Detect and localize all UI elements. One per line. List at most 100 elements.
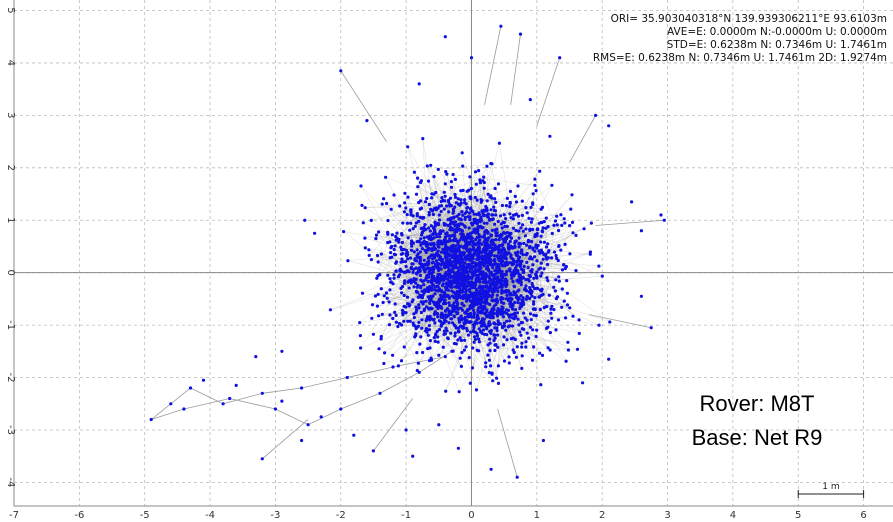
data-point <box>496 245 500 249</box>
data-point <box>380 312 384 316</box>
data-point <box>555 223 559 227</box>
data-point <box>418 273 422 278</box>
data-point <box>556 318 561 322</box>
data-point <box>559 248 563 252</box>
data-point <box>503 224 507 228</box>
data-point <box>545 276 549 280</box>
scale-bar-label: 1 m <box>822 482 839 492</box>
data-point <box>412 316 416 320</box>
data-point <box>554 253 558 258</box>
data-point <box>434 259 439 263</box>
data-point <box>385 201 389 206</box>
data-point <box>425 164 429 168</box>
data-point <box>491 279 495 283</box>
data-point <box>521 296 525 300</box>
data-point <box>412 285 416 289</box>
outlier-segment <box>484 26 502 105</box>
data-point <box>460 151 464 155</box>
data-point <box>485 213 489 217</box>
data-point <box>507 289 511 293</box>
data-point <box>450 309 454 314</box>
data-point <box>445 307 450 311</box>
data-point <box>452 323 456 327</box>
data-point <box>505 308 509 312</box>
data-point <box>455 239 459 243</box>
data-point <box>489 208 493 212</box>
data-point <box>508 291 512 295</box>
data-point <box>441 282 445 286</box>
data-point <box>468 269 472 273</box>
data-point <box>484 241 488 245</box>
data-point <box>520 341 524 345</box>
data-point <box>502 256 506 260</box>
data-point <box>553 289 558 293</box>
x-tick-label: -2 <box>336 510 346 521</box>
data-point <box>497 248 502 252</box>
data-point <box>490 307 494 311</box>
data-point <box>461 293 466 297</box>
data-point <box>402 281 406 285</box>
data-point <box>503 248 507 252</box>
data-point <box>456 258 460 262</box>
data-point <box>535 259 539 263</box>
data-point <box>513 316 517 320</box>
data-point <box>527 216 531 220</box>
data-point <box>425 196 429 201</box>
data-point <box>472 315 476 319</box>
outlier-point <box>607 357 611 361</box>
data-point <box>490 213 494 217</box>
data-point <box>431 253 435 257</box>
outlier-point <box>639 229 644 233</box>
data-point <box>489 259 493 263</box>
data-point <box>511 279 515 283</box>
data-point <box>447 312 452 316</box>
data-point <box>519 251 523 255</box>
data-point <box>369 218 373 222</box>
data-point <box>502 253 506 257</box>
data-point <box>427 275 431 279</box>
data-point <box>444 326 448 330</box>
data-point <box>563 266 567 271</box>
data-point <box>498 214 503 218</box>
data-point <box>540 353 545 357</box>
data-point <box>511 217 515 221</box>
data-point <box>487 320 491 324</box>
data-point <box>363 246 367 250</box>
data-point <box>448 204 452 208</box>
data-point <box>541 257 545 261</box>
data-point <box>486 343 490 347</box>
data-point <box>493 333 497 337</box>
data-point <box>495 278 500 282</box>
data-point <box>513 194 517 198</box>
data-point <box>540 220 544 225</box>
data-point <box>376 274 380 278</box>
data-point <box>544 226 548 230</box>
data-point <box>478 285 482 289</box>
data-point <box>451 172 455 177</box>
data-point <box>526 266 530 270</box>
data-point <box>429 207 433 211</box>
data-point <box>468 304 472 308</box>
data-point <box>574 269 578 273</box>
data-point <box>459 338 463 343</box>
data-point <box>490 295 494 299</box>
data-point <box>475 334 479 338</box>
data-point <box>533 177 537 181</box>
data-point <box>526 277 530 281</box>
data-point <box>508 201 512 205</box>
outlier-segment <box>569 115 596 163</box>
data-point <box>518 306 522 310</box>
data-point <box>530 281 534 286</box>
data-point <box>433 220 437 224</box>
data-point <box>419 310 423 315</box>
data-point <box>509 313 513 317</box>
data-point <box>436 221 440 225</box>
data-point <box>518 264 523 268</box>
data-point <box>541 226 545 230</box>
data-point <box>506 325 510 329</box>
data-point <box>533 249 537 253</box>
data-point <box>530 240 534 244</box>
data-point <box>549 307 553 311</box>
data-point <box>456 197 460 201</box>
data-point <box>411 321 415 325</box>
